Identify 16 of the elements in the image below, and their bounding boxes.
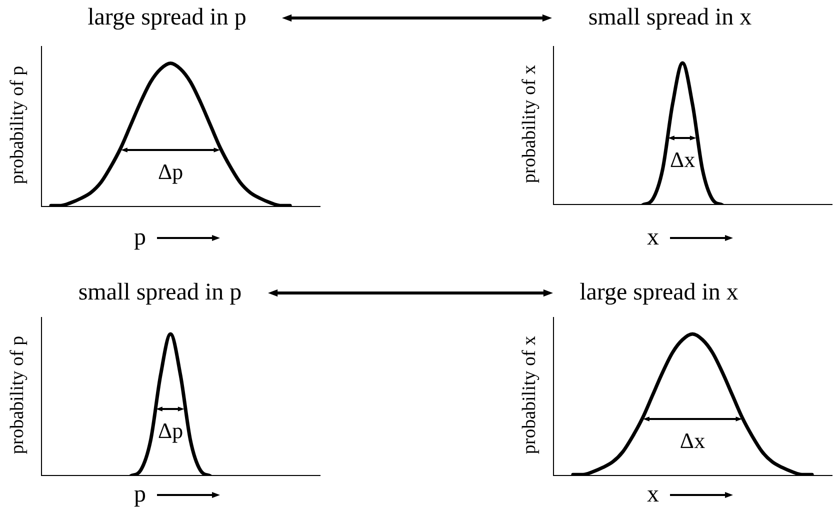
chart-title: small spread in p <box>78 280 242 306</box>
y-axis-title: probability of p <box>7 66 29 184</box>
x-axis-title: p <box>134 224 146 252</box>
y-axis-title: probability of x <box>519 336 541 454</box>
x-axis-title: x <box>647 224 659 252</box>
chart-title: large spread in p <box>88 4 246 32</box>
x-axis-title: p <box>134 482 146 508</box>
y-axis-title: probability of p <box>7 336 29 454</box>
annotation: Δx <box>680 428 706 454</box>
annotation: Δp <box>158 418 184 444</box>
x-axis-title: x <box>647 482 659 508</box>
chart-title: small spread in x <box>588 4 752 32</box>
chart-title: large spread in x <box>580 280 738 306</box>
annotation: Δp <box>158 158 184 184</box>
y-axis-title: probability of x <box>519 64 541 184</box>
annotation: Δx <box>670 147 696 174</box>
